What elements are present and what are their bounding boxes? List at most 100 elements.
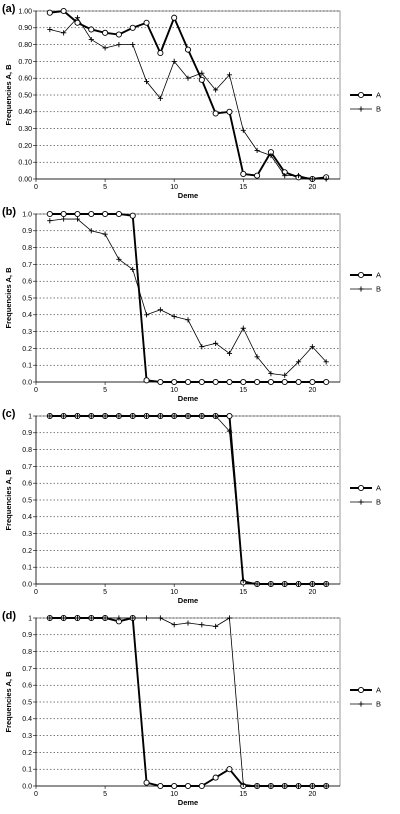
panel-label: (c) [2,408,16,420]
data-point-A [226,378,233,386]
y-tick-label: 1.00 [18,8,32,15]
data-point-B [47,218,53,224]
legend-label-B: B [376,285,381,294]
data-point-B [240,127,246,133]
data-point-B [185,620,191,626]
data-point-B [268,783,274,789]
data-point-B [185,413,191,419]
data-point-B [143,413,150,419]
y-tick-label: 0.00 [18,176,32,183]
data-point-B [88,228,94,234]
data-point-B [116,42,122,48]
data-point-B [309,176,315,182]
data-point-B [171,413,177,419]
data-point-B [88,413,94,419]
data-point-B [295,359,302,365]
data-point-B [254,581,260,587]
data-point-B [157,413,163,419]
legend-label-A: A [376,686,381,695]
data-point-A [143,779,150,786]
data-point-A [198,378,205,386]
y-tick-label: 0.3 [22,531,32,538]
data-point-A [198,76,205,83]
y-tick-label: 0.1 [22,363,32,370]
legend-label-A: A [376,271,381,280]
data-point-B [185,75,191,81]
data-point-A [323,378,330,386]
data-point-B [61,216,67,222]
legend: AB [350,686,381,709]
data-point-B [157,95,163,101]
y-axis-label: Frequencies A, B [4,64,13,126]
data-point-B [309,581,315,587]
y-tick-label: 0.6 [22,279,32,286]
data-point-B [226,428,233,434]
data-point-B [254,354,260,360]
data-point-A [171,378,178,386]
y-tick-label: 0.2 [22,548,32,555]
data-point-A [198,782,205,790]
series-B [47,413,329,587]
data-point-A [157,782,164,790]
x-tick-label: 0 [34,791,38,798]
chart-svg-c: (c)0.00.10.20.30.40.50.60.70.80.910 5 10 15… [2,408,381,605]
x-tick-label: 20 [308,589,316,596]
y-tick-label: 0.3 [22,733,32,740]
data-point-A [115,210,122,218]
data-point-A [88,210,95,218]
data-point-A [226,766,233,773]
data-point-B [282,173,288,179]
x-tick-label: 20 [308,184,316,191]
x-tick-label: 15 [239,184,247,191]
data-point-B [240,578,246,584]
y-tick-label: 0.5 [22,699,32,706]
legend-marker-A [357,91,365,99]
y-tick-label: 0.5 [22,295,32,302]
data-point-B [143,615,150,621]
data-point-B [102,413,108,419]
data-point-B [240,781,246,787]
data-point-A [184,378,192,386]
data-point-B [143,312,150,318]
data-point-B [102,615,108,621]
x-axis-label: Deme [178,596,198,605]
y-tick-label: 0.1 [22,565,32,572]
data-point-A [60,210,67,218]
data-point-A [46,9,53,16]
data-point-B [226,615,233,621]
legend-marker-A [357,271,365,279]
data-point-A [254,172,261,179]
x-tick-label: 10 [170,791,178,798]
x-tick-label: 20 [308,791,316,798]
data-point-B [199,70,205,76]
y-tick-label: 0.8 [22,245,32,252]
data-point-B [240,325,246,331]
y-tick-label: 0.7 [22,666,32,673]
legend-marker-B [358,286,364,292]
y-tick-label: 0.60 [18,76,32,83]
legend-label-A: A [376,91,381,100]
data-point-A [102,210,109,218]
data-point-A [171,782,178,790]
y-tick-label: 1 [28,615,32,622]
series-B [47,615,329,789]
data-point-B [199,413,205,419]
data-point-B [157,615,163,621]
y-tick-label: 0.7 [22,262,32,269]
data-point-B [323,176,329,182]
y-tick-label: 0.10 [18,160,32,167]
data-point-B [199,344,205,350]
y-axis-label: Frequencies A, B [4,469,13,531]
data-point-A [226,412,233,420]
legend-label-B: B [376,498,381,507]
data-point-B [102,45,108,51]
data-point-A [115,31,122,38]
data-point-B [171,313,177,320]
legend-label-B: B [376,700,381,709]
x-tick-label: 0 [34,589,38,596]
y-tick-label: 0.0 [22,581,32,588]
legend-marker-A [357,484,365,492]
y-tick-label: 0.9 [22,430,32,437]
data-point-B [268,581,274,587]
data-point-B [61,615,67,621]
